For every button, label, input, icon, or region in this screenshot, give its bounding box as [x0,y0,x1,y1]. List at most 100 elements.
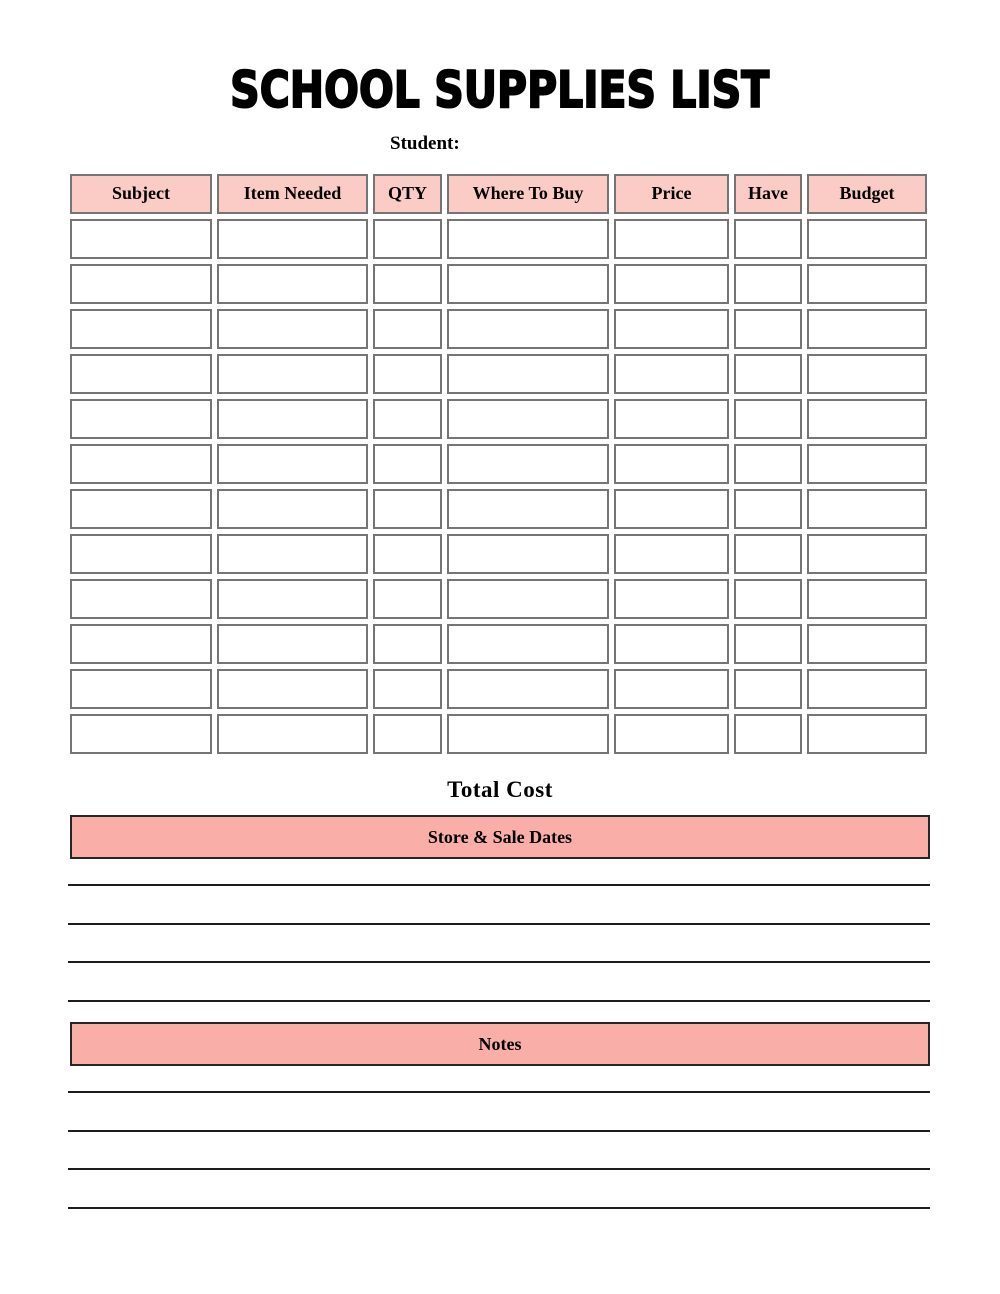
table-cell-price [614,398,729,439]
table-cell-have [734,218,802,259]
table-cell-price [614,488,729,529]
table-cell-qty [373,713,442,754]
table-cell-where-to-buy [447,488,609,529]
table-cell-price [614,578,729,619]
table-cell-budget [807,218,927,259]
table-cell-price [614,263,729,304]
table-cell-subject [70,398,212,439]
table-cell-have [734,263,802,304]
table-row [70,218,927,259]
writing-line [68,1132,930,1170]
table-cell-subject [70,488,212,529]
table-cell-have [734,488,802,529]
student-label: Student: [390,132,460,154]
table-cell-subject [70,263,212,304]
table-cell-item-needed [217,308,368,349]
table-row [70,263,927,304]
table-cell-subject [70,533,212,574]
table-cell-have [734,668,802,709]
table-cell-have [734,443,802,484]
table-cell-where-to-buy [447,623,609,664]
table-cell-budget [807,533,927,574]
page-title: SCHOOL SUPPLIES LIST [0,0,1000,117]
table-cell-price [614,308,729,349]
header-cell-where-to-buy: Where To Buy [447,173,609,214]
table-row [70,353,927,394]
table-cell-item-needed [217,578,368,619]
table-cell-qty [373,623,442,664]
table-cell-item-needed [217,398,368,439]
header-cell-budget: Budget [807,173,927,214]
table-cell-budget [807,353,927,394]
table-cell-item-needed [217,488,368,529]
table-cell-price [614,668,729,709]
table-row [70,533,927,574]
table-cell-price [614,623,729,664]
table-cell-qty [373,398,442,439]
table-cell-subject [70,623,212,664]
table-row [70,713,927,754]
table-row [70,488,927,529]
table-cell-subject [70,713,212,754]
table-cell-budget [807,623,927,664]
table-cell-qty [373,578,442,619]
table-cell-have [734,623,802,664]
table-cell-item-needed [217,353,368,394]
table-cell-budget [807,308,927,349]
table-row [70,623,927,664]
writing-line [68,963,930,1002]
header-cell-price: Price [614,173,729,214]
table-cell-where-to-buy [447,398,609,439]
table-cell-where-to-buy [447,263,609,304]
table-cell-where-to-buy [447,533,609,574]
header-cell-subject: Subject [70,173,212,214]
table-cell-price [614,713,729,754]
table-cell-price [614,533,729,574]
table-cell-item-needed [217,443,368,484]
table-cell-subject [70,668,212,709]
table-cell-qty [373,218,442,259]
table-row [70,398,927,439]
table-cell-budget [807,578,927,619]
supplies-table-header-row: Subject Item Needed QTY Where To Buy Price Ha… [70,173,927,214]
header-cell-have: Have [734,173,802,214]
table-cell-qty [373,308,442,349]
table-cell-have [734,578,802,619]
table-cell-subject [70,308,212,349]
table-row [70,308,927,349]
table-cell-budget [807,488,927,529]
table-cell-subject [70,443,212,484]
table-cell-where-to-buy [447,713,609,754]
writing-line [68,925,930,963]
table-row [70,443,927,484]
total-cost-heading: Total Cost [447,776,553,802]
table-cell-budget [807,443,927,484]
table-cell-have [734,713,802,754]
notes-banner: Notes [70,1021,930,1066]
table-cell-subject [70,353,212,394]
table-cell-subject [70,218,212,259]
table-cell-item-needed [217,533,368,574]
table-cell-qty [373,668,442,709]
table-cell-qty [373,353,442,394]
table-cell-budget [807,668,927,709]
table-cell-where-to-buy [447,443,609,484]
table-cell-item-needed [217,623,368,664]
table-row [70,668,927,709]
table-row [70,578,927,619]
table-cell-item-needed [217,218,368,259]
table-cell-item-needed [217,668,368,709]
store-sale-dates-lines [68,848,930,1002]
table-cell-budget [807,263,927,304]
table-cell-budget [807,398,927,439]
table-cell-price [614,443,729,484]
writing-line [68,1170,930,1209]
table-cell-qty [373,263,442,304]
table-cell-where-to-buy [447,668,609,709]
writing-line [68,848,930,886]
table-cell-qty [373,443,442,484]
table-cell-qty [373,488,442,529]
supplies-table-body [70,218,927,754]
writing-line [68,1093,930,1132]
